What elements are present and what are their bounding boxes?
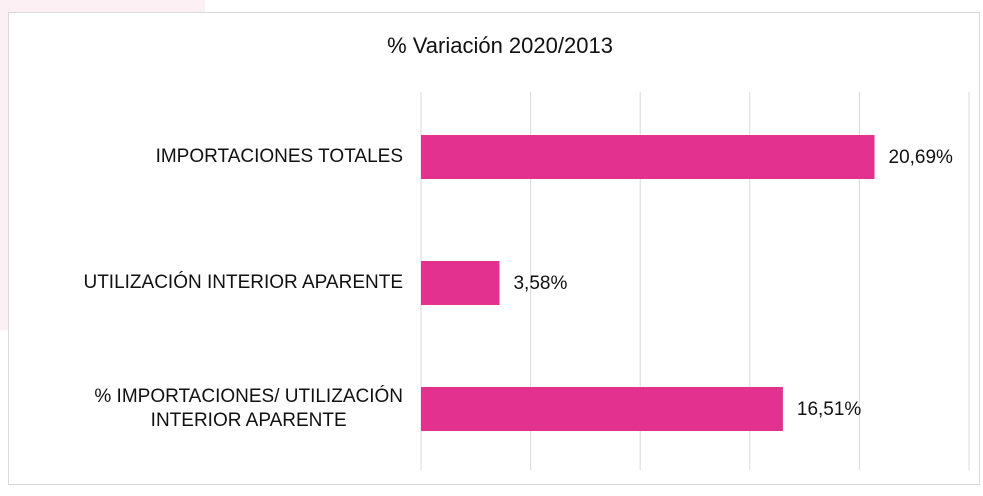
bar xyxy=(421,135,875,179)
chart-title: % Variación 2020/2013 xyxy=(387,33,613,58)
value-label: 16,51% xyxy=(797,399,862,420)
value-label: 3,58% xyxy=(513,273,567,294)
category-label: % IMPORTACIONES/ UTILIZACIÓN INTERIOR AP… xyxy=(94,386,403,431)
bar xyxy=(421,261,500,305)
category-label: UTILIZACIÓN INTERIOR APARENTE xyxy=(83,272,403,293)
value-label: 20,69% xyxy=(889,147,954,168)
category-label: IMPORTACIONES TOTALES xyxy=(155,146,403,167)
bar xyxy=(421,387,783,431)
